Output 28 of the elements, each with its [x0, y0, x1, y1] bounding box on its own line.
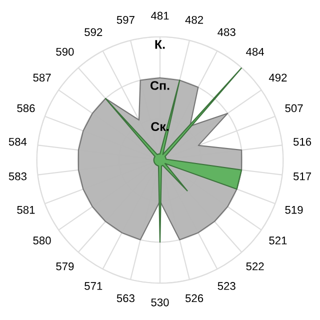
spoke-label: 571: [84, 282, 102, 290]
spoke-label: 517: [293, 172, 312, 180]
spoke-label: 592: [84, 28, 102, 36]
spoke-label: 587: [33, 74, 51, 82]
spoke-label: 584: [8, 138, 27, 146]
spoke-label: 526: [185, 294, 204, 302]
y-tick-label: К.: [155, 40, 165, 49]
spoke-label: 563: [116, 294, 134, 302]
spoke-label: 483: [218, 28, 236, 36]
spoke-label: 530: [151, 298, 169, 306]
spoke-label: 586: [17, 104, 35, 112]
spoke-label: 579: [56, 262, 74, 270]
y-tick-label: Сп.: [150, 81, 170, 90]
spoke-label: 583: [8, 172, 26, 180]
spoke-label: 523: [218, 282, 236, 290]
spoke-label: 519: [285, 206, 303, 214]
spoke-label: 521: [269, 236, 287, 244]
spoke-label: 580: [33, 236, 51, 244]
spoke-label: 492: [268, 74, 287, 82]
spoke-label: 597: [116, 16, 134, 24]
spoke-label: 522: [246, 262, 264, 270]
spoke-label: 590: [56, 48, 74, 56]
spoke-label: 507: [285, 104, 303, 112]
spoke-label: 581: [17, 206, 35, 214]
spoke-label: 516: [293, 138, 312, 146]
spoke-label: 481: [150, 12, 169, 20]
spoke-label: 482: [185, 16, 204, 24]
spoke-label: 484: [246, 48, 264, 56]
